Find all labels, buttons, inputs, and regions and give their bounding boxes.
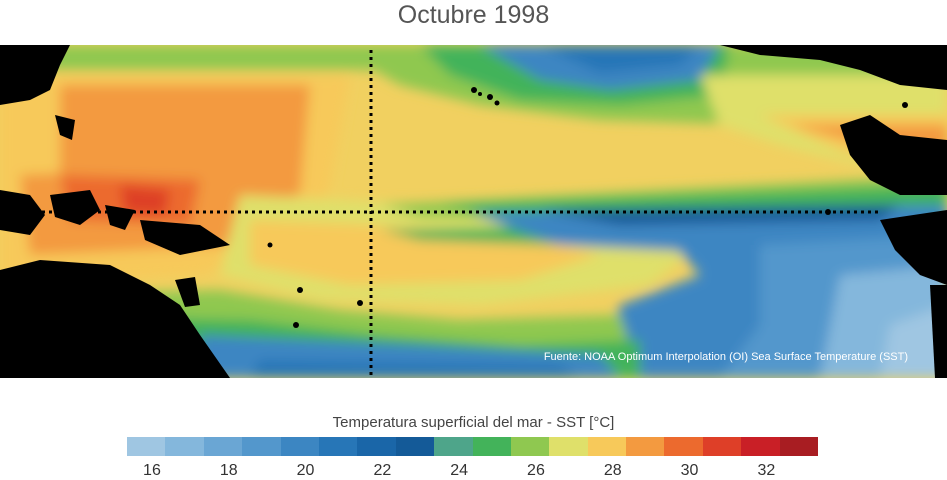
south-america-land: [880, 210, 947, 285]
colorbar-tick-label: 22: [373, 462, 392, 479]
colorbar-bin: [587, 437, 627, 456]
colorbar-bin: [165, 437, 204, 456]
colorbar-tick-label: 32: [757, 462, 776, 479]
colorbar-bin: [357, 437, 396, 456]
chile-land: [930, 285, 947, 378]
map-title: Octubre 1998: [397, 1, 550, 29]
central-america-land: [840, 115, 947, 195]
colorbar-bin: [702, 437, 742, 456]
colorbar-bin: [664, 437, 703, 456]
sst-map: Fuente: NOAA Optimum Interpolation (OI) …: [0, 45, 947, 378]
colorbar-ticks: 16 18 20 22 24 26 28 30 32: [0, 462, 947, 480]
colorbar-bin: [510, 437, 550, 456]
colorbar-tick-label: 24: [450, 462, 469, 479]
australia-land: [0, 260, 230, 378]
colorbar-bin: [395, 437, 435, 456]
landmasses: [0, 45, 947, 378]
asia-land: [0, 45, 70, 105]
colorbar-bin: [626, 437, 665, 456]
colorbar-tick-label: 30: [680, 462, 699, 479]
colorbar-bin: [472, 437, 511, 456]
colorbar-tick-label: 20: [296, 462, 315, 479]
colorbar-bin: [242, 437, 281, 456]
legend-title: Temperatura superficial del mar - SST [°…: [332, 414, 615, 431]
north-america-land: [720, 45, 947, 90]
colorbar-bin: [779, 437, 819, 456]
colorbar-tick-label: 28: [603, 462, 622, 479]
colorbar-bin: [280, 437, 319, 456]
colorbar-bin: [741, 437, 780, 456]
colorbar: [127, 437, 819, 456]
new-guinea-land: [140, 220, 230, 255]
queensland-tip: [175, 277, 200, 307]
colorbar-bin: [434, 437, 473, 456]
colorbar-tick-label: 26: [527, 462, 545, 479]
colorbar-bin: [203, 437, 243, 456]
colorbar-tick-label: 18: [219, 462, 238, 479]
colorbar-bin: [127, 437, 166, 456]
colorbar-tick-label: 16: [143, 462, 161, 479]
source-note: Fuente: NOAA Optimum Interpolation (OI) …: [544, 351, 908, 363]
borneo-land: [50, 190, 100, 225]
philippines-land: [55, 115, 75, 140]
colorbar-bin: [318, 437, 358, 456]
colorbar-bin: [549, 437, 588, 456]
